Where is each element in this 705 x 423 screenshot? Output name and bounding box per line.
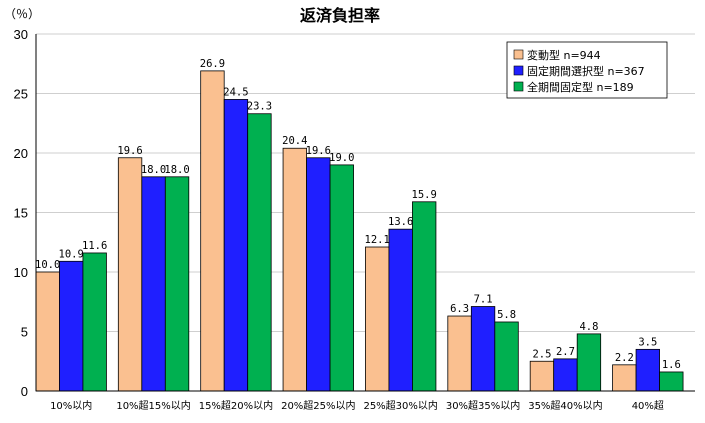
x-tick-labels: 10%以内 10%超15%以内 15%超20%以内 20%超25%以内 25%超30%以…	[50, 399, 664, 412]
bar	[200, 70, 225, 392]
data-label: 19.6	[306, 145, 331, 157]
data-label: 18.0	[141, 164, 166, 176]
data-label: 3.5	[638, 336, 657, 348]
legend-box	[506, 41, 668, 99]
bar	[576, 333, 602, 392]
legend-label: 固定期間選択型 n=367	[527, 64, 645, 78]
legend-swatch	[513, 65, 524, 76]
bar	[612, 364, 637, 392]
y-tick-labels: 0 5 10 15 20 25 30	[14, 27, 28, 399]
bar	[553, 358, 578, 392]
data-label: 10.0	[35, 259, 60, 271]
bar	[35, 271, 60, 392]
data-label: 18.0	[164, 164, 189, 176]
bar	[329, 164, 354, 392]
x-tick-label: 10%以内	[50, 399, 92, 412]
data-label: 15.9	[412, 189, 437, 201]
y-tick-label: 5	[21, 325, 28, 340]
data-label: 23.3	[247, 101, 272, 113]
data-label: 5.8	[497, 309, 516, 321]
data-label: 4.8	[579, 321, 598, 333]
legend-swatch	[513, 81, 524, 92]
data-label: 13.6	[388, 216, 413, 228]
data-label: 1.6	[662, 359, 681, 371]
bar	[447, 315, 472, 392]
legend-label: 変動型 n=944	[527, 48, 601, 62]
data-label: 2.2	[615, 352, 634, 364]
data-label: 24.5	[223, 86, 248, 98]
data-label: 26.9	[200, 58, 225, 70]
bar	[59, 260, 84, 392]
bar	[412, 201, 437, 392]
x-tick-label: 15%超20%以内	[199, 399, 273, 412]
data-label: 12.1	[365, 234, 390, 246]
data-label: 11.6	[82, 240, 107, 252]
data-label: 20.4	[282, 135, 307, 147]
bar	[470, 306, 496, 392]
data-label: 10.9	[59, 248, 84, 260]
y-unit-label: （％）	[4, 7, 40, 21]
x-tick-label: 30%超35%以内	[446, 399, 520, 412]
bar	[282, 147, 307, 392]
bar	[141, 176, 166, 392]
bar	[529, 360, 555, 392]
x-tick-label: 35%超40%以内	[528, 399, 602, 412]
data-label: 19.0	[329, 152, 354, 164]
y-tick-label: 15	[14, 206, 28, 221]
data-label: 19.6	[117, 145, 142, 157]
y-tick-label: 25	[14, 87, 28, 102]
x-tick-label: 25%超30%以内	[363, 399, 437, 412]
y-tick-label: 20	[14, 146, 28, 161]
bar	[306, 157, 331, 392]
legend-swatch	[513, 49, 524, 60]
y-tick-label: 10	[14, 265, 28, 280]
bar	[82, 252, 107, 392]
data-label: 7.1	[474, 294, 493, 306]
data-labels: 10.010.911.6 19.6 18.018.0 26.9 24.5 23.3 20.4…	[35, 58, 681, 371]
bar	[247, 113, 272, 392]
y-tick-label: 0	[21, 384, 28, 399]
bar	[388, 228, 413, 392]
data-label: 2.5	[532, 348, 551, 360]
x-tick-label: 10%超15%以内	[116, 399, 190, 412]
chart-title: 返済負担率	[300, 6, 380, 25]
x-tick-label: 40%超	[632, 399, 664, 412]
data-label: 2.7	[556, 346, 575, 358]
legend: 変動型 n=944 固定期間選択型 n=367 全期間固定型 n=189	[506, 41, 668, 99]
data-label: 6.3	[450, 303, 469, 315]
bar	[164, 176, 190, 392]
y-tick-label: 30	[14, 27, 28, 42]
bar	[659, 371, 684, 392]
bar	[365, 246, 390, 392]
bar	[117, 157, 143, 392]
bar	[494, 321, 519, 392]
bar	[223, 99, 249, 392]
bars	[35, 70, 684, 392]
x-tick-label: 20%超25%以内	[281, 399, 355, 412]
legend-label: 全期間固定型 n=189	[527, 80, 634, 94]
bar	[635, 348, 660, 392]
axes	[35, 34, 695, 392]
